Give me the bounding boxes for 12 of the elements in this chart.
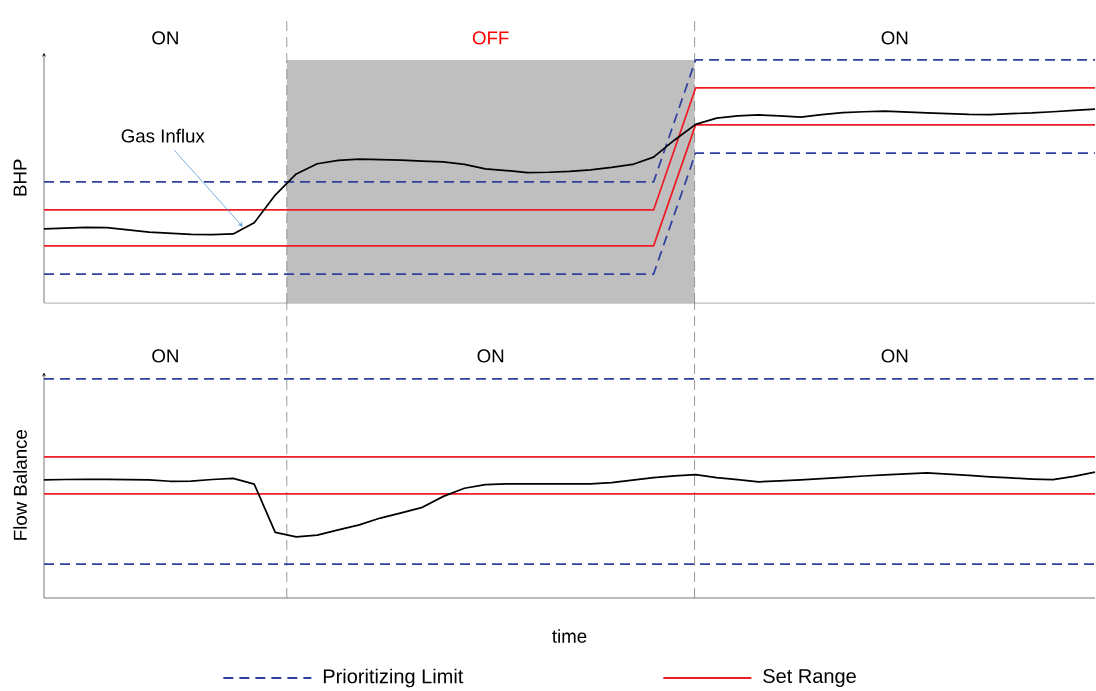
text: ON	[881, 31, 908, 45]
x-axis-title: time	[552, 629, 587, 643]
text: ON	[152, 31, 178, 45]
legend-label: Set Range	[763, 668, 856, 688]
y-axis-title: Flow Balance	[13, 430, 27, 540]
legend-label: Prioritizing Limit	[323, 668, 464, 688]
text: ON	[881, 349, 908, 363]
text: OFF	[472, 31, 509, 45]
y-axis-title: BHP	[13, 159, 27, 196]
text: ON	[477, 349, 504, 363]
annotation: Gas Influx	[121, 128, 205, 143]
text: ON	[152, 349, 178, 363]
